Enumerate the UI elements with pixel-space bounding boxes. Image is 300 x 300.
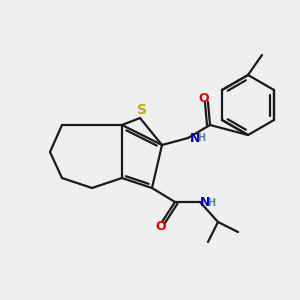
- Text: N: N: [200, 196, 210, 208]
- Text: O: O: [156, 220, 166, 233]
- Text: O: O: [199, 92, 209, 104]
- Text: S: S: [137, 103, 147, 117]
- Text: H: H: [197, 133, 205, 143]
- Text: N: N: [190, 131, 200, 145]
- Text: H: H: [207, 198, 215, 208]
